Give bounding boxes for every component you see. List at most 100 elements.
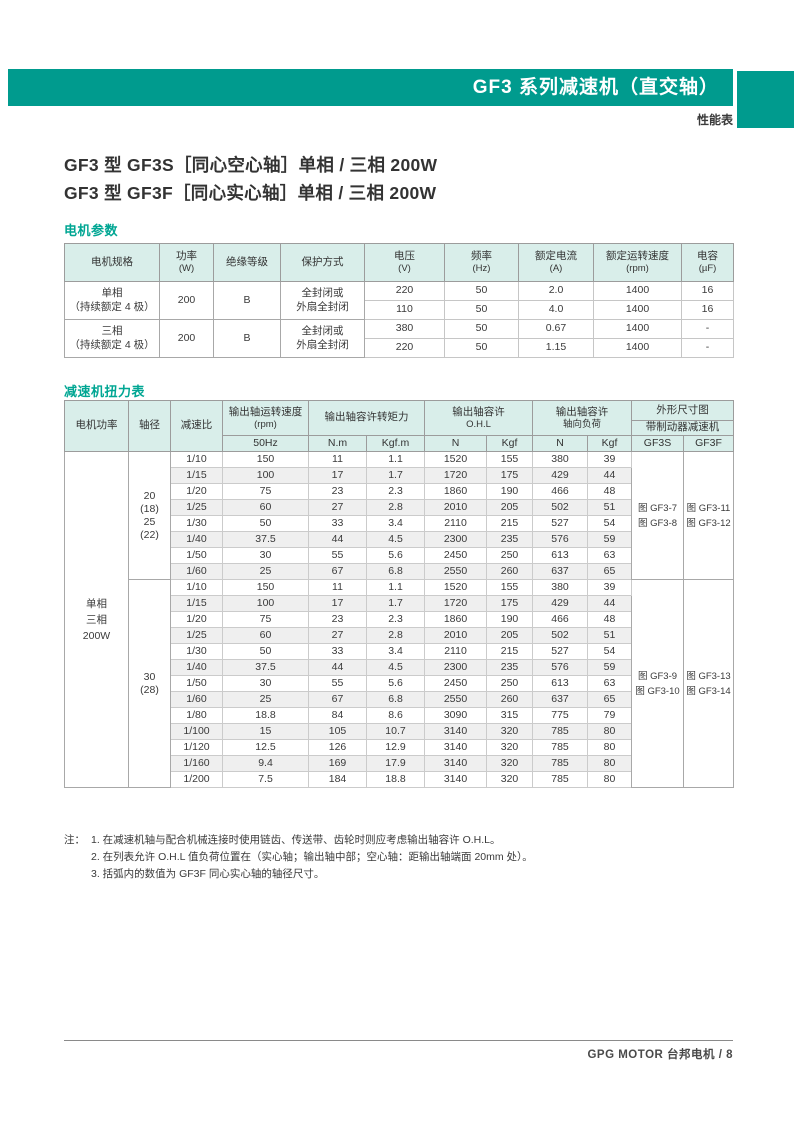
column-header: 电机规格 [64, 243, 160, 282]
column-header: 输出轴容许 O.H.L [424, 400, 533, 436]
value-cell: 466 [532, 483, 588, 500]
value-cell: 37.5 [222, 531, 309, 548]
value-cell: 3090 [424, 707, 487, 724]
value-cell: 235 [486, 531, 533, 548]
value-cell: 80 [587, 755, 632, 772]
header-text: 保护方式 [301, 255, 344, 268]
value-cell: 2450 [424, 547, 487, 564]
value-cell: 39 [587, 579, 632, 596]
header-text: 电压 [394, 250, 415, 262]
column-header: 输出轴运转速度 (rpm) [222, 400, 309, 436]
value-cell: 55 [308, 547, 367, 564]
value-cell: 2550 [424, 691, 487, 708]
header-text: 绝缘等级 [226, 255, 268, 268]
spec-line: 单相 [101, 287, 123, 300]
value-cell: 55 [308, 675, 367, 692]
performance-table-label: 性能表 [696, 113, 733, 127]
column-header: 额定运转速度 (rpm) [593, 243, 682, 282]
series-title: GF3 系列减速机（直交轴） [472, 77, 719, 98]
column-header: 保护方式 [280, 243, 365, 282]
value-cell: 215 [486, 643, 533, 660]
unit-header: Kgf.m [366, 435, 425, 452]
header-text: 电机规格 [91, 255, 133, 268]
value-cell: 190 [486, 483, 533, 500]
unit-header: Kgf [486, 435, 533, 452]
value-cell: 50 [444, 319, 519, 339]
value-cell: 63 [587, 675, 632, 692]
value-cell: 260 [486, 691, 533, 708]
value-cell: 466 [532, 611, 588, 628]
ratio-cell: 1/10 [170, 579, 223, 596]
column-header: 电容 (µF) [681, 243, 734, 282]
value-cell: 380 [364, 319, 445, 339]
value-cell: 3140 [424, 723, 487, 740]
value-cell: 48 [587, 611, 632, 628]
value-cell: 380 [532, 579, 588, 596]
header-unit: (rpm) [254, 418, 277, 430]
value-cell: 23 [308, 483, 367, 500]
value-cell: 126 [308, 739, 367, 756]
value-cell: 1400 [593, 300, 682, 320]
column-header: 电机功率 [64, 400, 129, 452]
product-title-gf3f: GF3 型 GF3F［同心实心轴］单相 / 三相 200W [64, 183, 437, 203]
value-cell: 84 [308, 707, 367, 724]
ratio-cell: 1/25 [170, 627, 223, 644]
ratio-cell: 1/200 [170, 771, 223, 788]
column-header: 外形尺寸图 [631, 400, 734, 421]
value-cell: 100 [222, 595, 309, 612]
value-cell: 637 [532, 563, 588, 580]
value-cell: 190 [486, 611, 533, 628]
ratio-cell: 1/25 [170, 499, 223, 516]
value-cell: 110 [364, 300, 445, 320]
value-cell: 2010 [424, 499, 487, 516]
insulation-cell: B [213, 319, 281, 358]
value-cell: 25 [222, 691, 309, 708]
value-cell: 63 [587, 547, 632, 564]
value-cell: 0.67 [518, 319, 594, 339]
value-cell: 2.8 [366, 627, 425, 644]
unit-header: 50Hz [222, 435, 309, 452]
value-cell: 250 [486, 547, 533, 564]
value-cell: 30 [222, 675, 309, 692]
header-unit: (V) [398, 263, 411, 275]
value-cell: 2550 [424, 563, 487, 580]
ratio-cell: 1/120 [170, 739, 223, 756]
value-cell: 9.4 [222, 755, 309, 772]
ratio-cell: 1/10 [170, 451, 223, 468]
value-cell: 1400 [593, 319, 682, 339]
motor-power-cell: 单相 三相 200W [64, 451, 129, 788]
column-header: 电压 (V) [364, 243, 445, 282]
value-cell: 785 [532, 723, 588, 740]
value-cell: 637 [532, 691, 588, 708]
protection-line: 外扇全封闭 [296, 338, 349, 351]
value-cell: 320 [486, 723, 533, 740]
value-cell: 429 [532, 467, 588, 484]
value-cell: 1720 [424, 595, 487, 612]
ratio-cell: 1/50 [170, 547, 223, 564]
header-text: 输出轴运转速度 [228, 405, 303, 418]
value-cell: 2.8 [366, 499, 425, 516]
ratio-cell: 1/40 [170, 531, 223, 548]
value-cell: 785 [532, 755, 588, 772]
product-titles: GF3 型 GF3S［同心空心轴］单相 / 三相 200W GF3 型 GF3F… [64, 151, 437, 207]
value-cell: 51 [587, 627, 632, 644]
value-cell: 65 [587, 563, 632, 580]
value-cell: 50 [222, 643, 309, 660]
value-cell: 429 [532, 595, 588, 612]
protection-cell: 全封闭或 外扇全封闭 [280, 319, 365, 358]
ratio-cell: 1/20 [170, 483, 223, 500]
column-header: 输出轴容许转矩力 [308, 400, 425, 436]
value-cell: 37.5 [222, 659, 309, 676]
ratio-cell: 1/60 [170, 563, 223, 580]
unit-header: Kgf [587, 435, 632, 452]
shaft-diameter-cell: 30 (28) [128, 579, 171, 788]
value-cell: 2010 [424, 627, 487, 644]
value-cell: 100 [222, 467, 309, 484]
value-cell: 11 [308, 579, 367, 596]
header-unit: (Hz) [472, 263, 491, 275]
value-cell: 15 [222, 723, 309, 740]
value-cell: 250 [486, 675, 533, 692]
value-cell: 527 [532, 643, 588, 660]
value-cell: 1520 [424, 451, 487, 468]
value-cell: 785 [532, 739, 588, 756]
